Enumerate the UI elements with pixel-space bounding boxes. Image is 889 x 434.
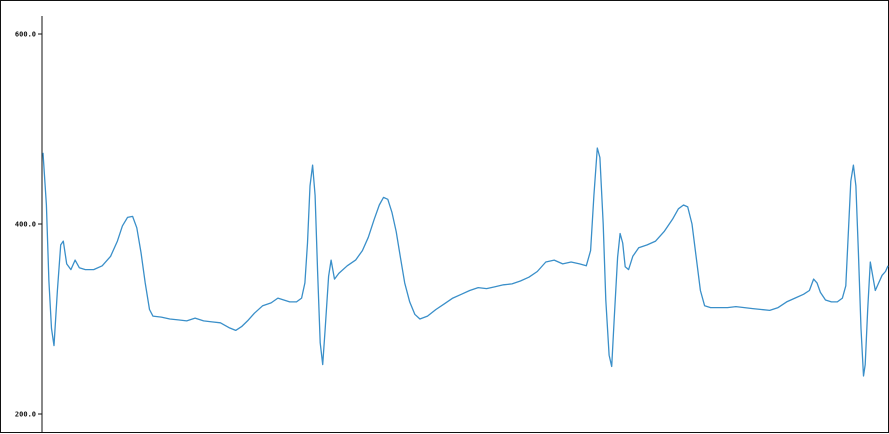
series-layer xyxy=(42,147,889,377)
series-line xyxy=(42,147,889,377)
y-tick-label: 600.0 xyxy=(15,31,36,39)
y-tick-label: 400.0 xyxy=(15,221,36,229)
y-axis: 600.0 400.0 200.0 xyxy=(15,16,43,432)
y-tick-label: 200.0 xyxy=(15,411,36,419)
